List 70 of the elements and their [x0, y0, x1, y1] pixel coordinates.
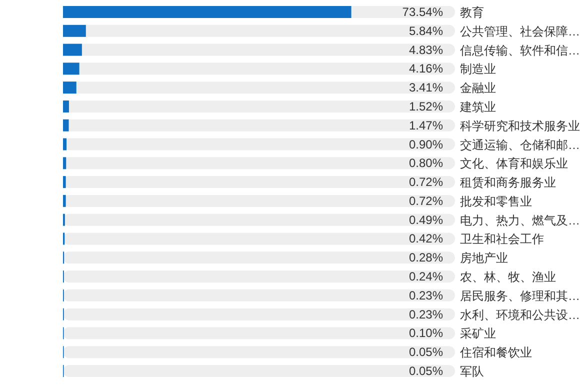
bar: 5.84%	[63, 24, 455, 38]
bar: 0.10%	[63, 326, 455, 340]
y-tick-label: 文化、体育和娱乐业	[460, 156, 568, 171]
y-tick-label: 房地产业	[460, 251, 508, 266]
data-label: 4.83%	[408, 42, 444, 57]
data-label: 0.42%	[408, 232, 444, 246]
bar: 0.24%	[63, 270, 455, 284]
data-label: 0.72%	[408, 194, 444, 208]
data-label: 73.54%	[402, 5, 444, 19]
y-tick-label: 交通运输、仓储和邮…	[460, 138, 580, 152]
bar	[63, 62, 80, 75]
y-tick-label: 电力、热力、燃气及…	[460, 213, 580, 228]
bar: 0.72%	[63, 194, 455, 208]
bar	[63, 194, 66, 207]
bar: 0.90%	[63, 137, 455, 152]
y-tick-label: 采矿业	[460, 326, 496, 341]
data-label: 0.49%	[408, 212, 444, 227]
y-tick-label: 租赁和商务服务业	[460, 176, 556, 190]
bar: 0.05%	[63, 364, 455, 378]
bar: 0.05%	[63, 345, 455, 360]
bar: 0.23%	[63, 307, 455, 322]
bar: 0.80%	[63, 156, 455, 170]
bar	[63, 100, 69, 112]
y-tick-label: 水利、环境和公共设…	[460, 308, 580, 322]
bar: 0.23%	[63, 288, 455, 302]
bar	[63, 138, 67, 150]
y-tick-label: 教育	[460, 6, 484, 20]
data-label: 0.72%	[408, 175, 444, 190]
y-tick-label: 军队	[460, 364, 484, 378]
y-tick-label: 卫生和社会工作	[460, 232, 544, 246]
data-label: 1.52%	[408, 99, 444, 114]
data-label: 1.47%	[408, 118, 444, 132]
bar: 0.49%	[63, 212, 455, 227]
bar: 1.52%	[63, 99, 455, 114]
bar	[63, 82, 76, 94]
bar: 3.41%	[63, 80, 455, 95]
y-tick-label: 金融业	[460, 81, 496, 96]
bar	[63, 176, 66, 188]
bar: 1.47%	[63, 118, 455, 132]
data-label: 0.80%	[408, 156, 444, 170]
data-label: 0.23%	[408, 288, 444, 302]
data-label: 3.41%	[408, 80, 444, 95]
data-label: 0.28%	[408, 250, 444, 265]
y-tick-label: 居民服务、修理和其…	[460, 288, 580, 303]
y-tick-label: 农、林、牧、渔业	[460, 270, 556, 284]
bar: 0.28%	[63, 250, 455, 265]
data-label: 5.84%	[408, 24, 444, 38]
data-label: 0.24%	[408, 270, 444, 284]
bar	[63, 44, 82, 56]
bar: 0.42%	[63, 232, 455, 246]
data-label: 0.23%	[408, 307, 444, 322]
bar: 4.83%	[63, 42, 455, 57]
data-label: 0.05%	[408, 364, 444, 378]
bar	[63, 157, 66, 170]
bar: 0.72%	[63, 175, 455, 190]
bar	[63, 24, 86, 37]
data-label: 4.16%	[408, 62, 444, 76]
y-tick-label: 批发和零售业	[460, 194, 532, 208]
y-tick-label: 住宿和餐饮业	[459, 346, 532, 360]
bar: 4.16%	[63, 62, 455, 76]
bar: 73.54%	[63, 5, 455, 19]
y-tick-label: 信息传输、软件和信…	[460, 43, 580, 58]
y-tick-label: 制造业	[460, 62, 496, 76]
data-label: 0.90%	[408, 137, 444, 152]
y-tick-label: 公共管理、社会保障…	[460, 24, 580, 38]
data-label: 0.05%	[408, 345, 444, 360]
y-tick-label: 科学研究和技术服务业	[460, 118, 580, 133]
y-tick-label: 建筑业	[459, 100, 496, 114]
data-label: 0.10%	[408, 326, 444, 340]
bar	[63, 119, 69, 132]
